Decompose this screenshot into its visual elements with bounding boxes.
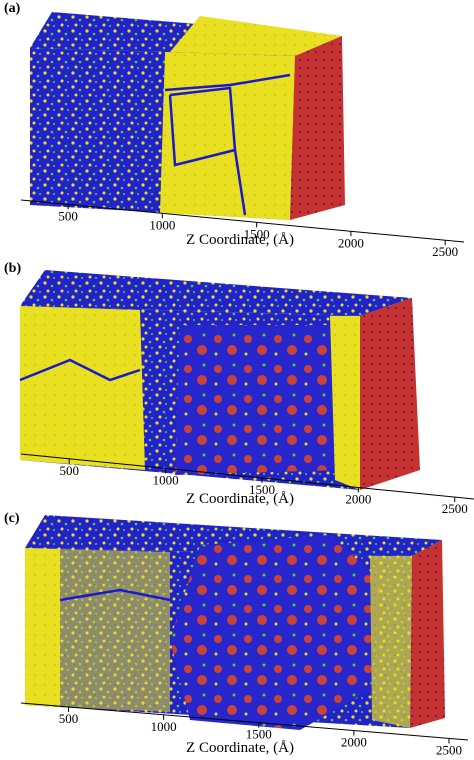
x-tick-label: 2000 [345,492,371,507]
grain-boundary [59,588,171,602]
x-tick-label: 500 [59,463,79,478]
grain-region [20,306,145,470]
x-tick-label: 2500 [436,742,462,757]
x-tick-label: 2500 [442,501,468,516]
void-region [175,325,340,475]
grain-region [370,556,412,728]
box-side [290,36,345,220]
x-tick-label: 2000 [341,735,367,750]
grain-region [330,316,360,490]
x-tick-label: 1500 [249,482,275,497]
x-tick-label: 500 [59,711,79,726]
x-axis [20,453,474,500]
grain-region [60,549,170,712]
render-a [30,12,345,220]
void-region [170,535,380,730]
axis-label: Z Coordinate, (Å) [186,740,294,756]
box-top [20,270,412,316]
render-b [19,270,420,490]
grain-boundary [164,73,291,92]
axis-label: Z Coordinate, (Å) [186,232,294,248]
panel-label: (c) [4,511,20,526]
grain-region [25,548,60,707]
x-tick-label: 1000 [153,472,179,487]
x-axis [20,702,469,741]
box-side [360,298,420,490]
x-tick-label: 1000 [151,719,177,734]
x-tick-label: 1500 [244,226,270,241]
panel-label: (b) [4,261,21,276]
box-side [410,540,445,728]
grain-boundary [233,149,247,216]
x-axis [20,199,465,243]
box-top-yellow [170,16,342,56]
x-tick-label: 2500 [432,244,458,259]
x-tick-label: 1500 [246,727,272,742]
axis-label: Z Coordinate, (Å) [186,491,294,507]
x-tick-label: 1000 [149,217,175,232]
render-c [25,515,445,730]
x-tick-label: 500 [58,208,78,223]
grain-boundary [19,358,141,382]
x-tick-label: 2000 [338,235,364,250]
grain-region [160,52,295,220]
panel-label: (a) [4,1,21,16]
